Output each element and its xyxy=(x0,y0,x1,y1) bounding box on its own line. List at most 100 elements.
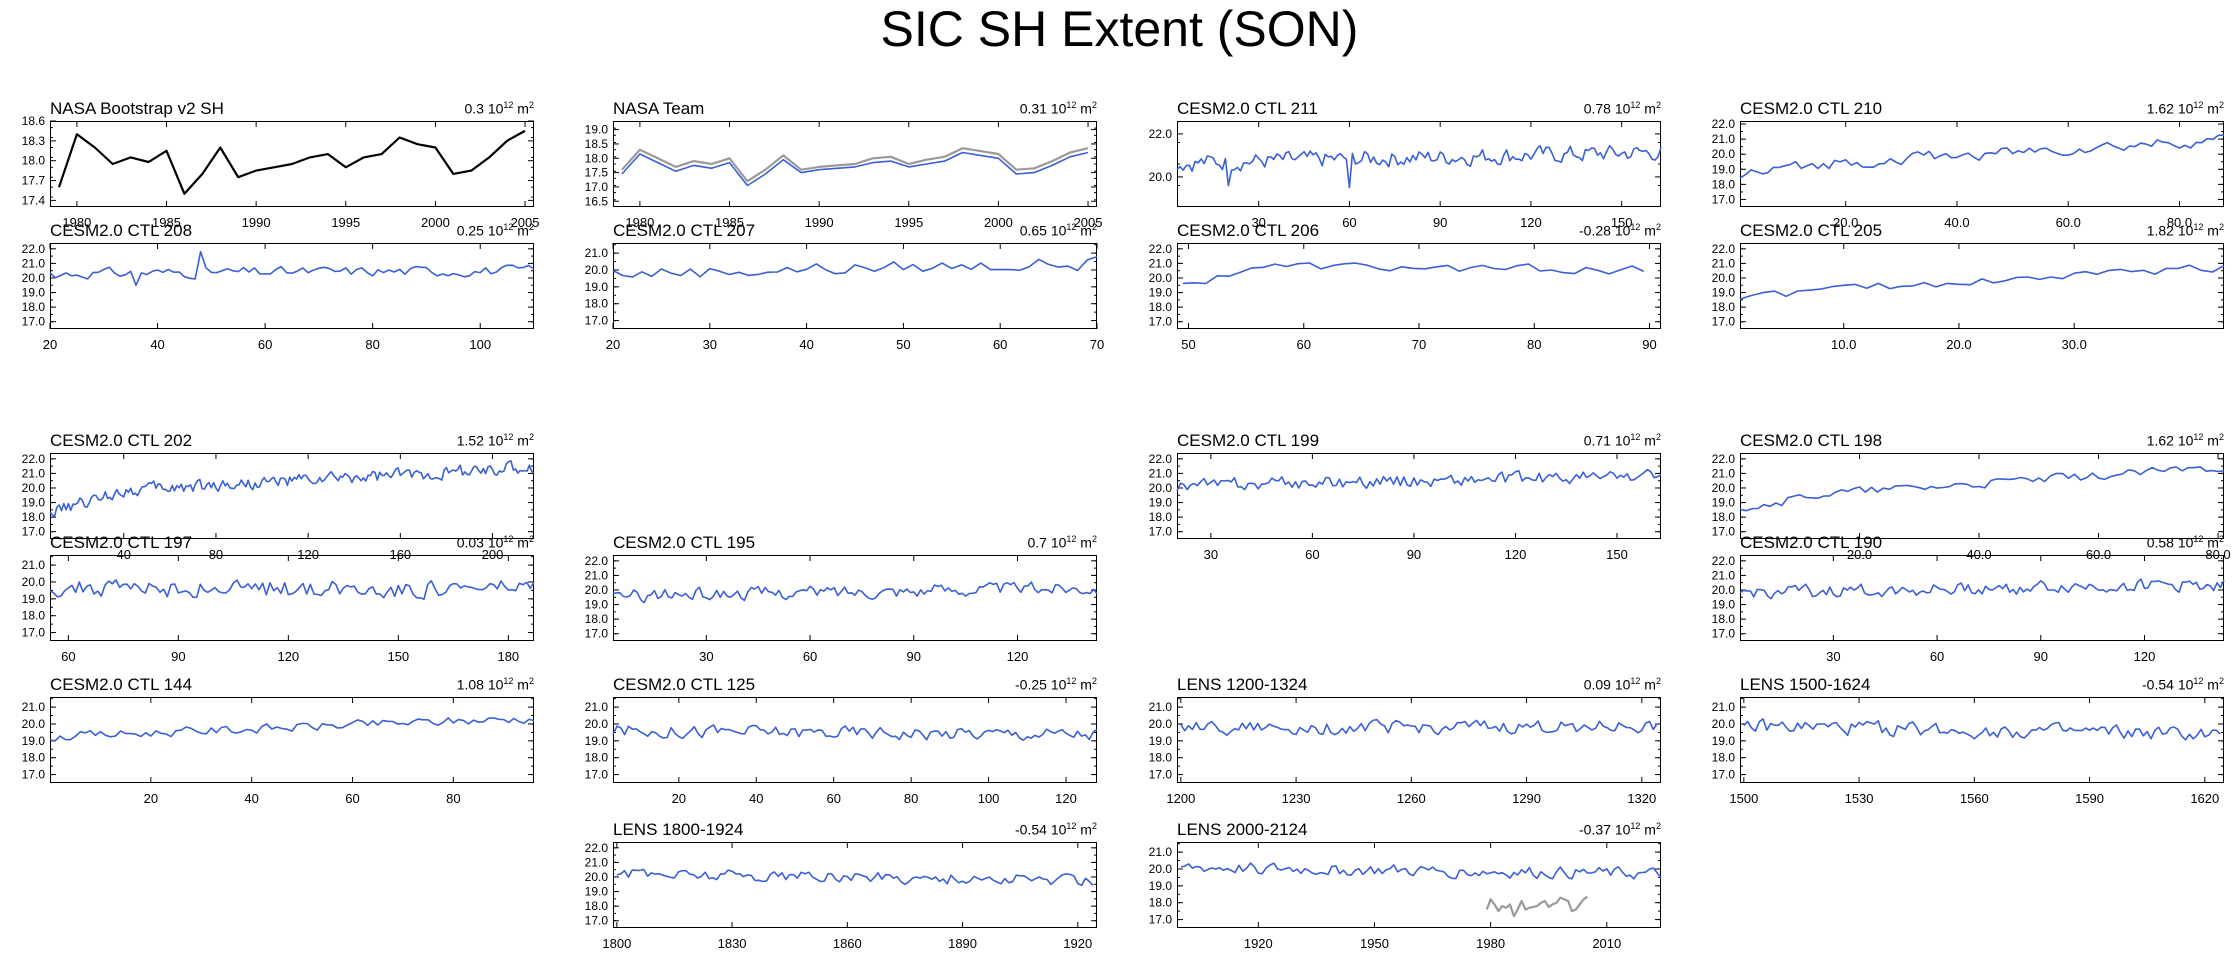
x-tick-label: 90 xyxy=(171,649,185,664)
x-tick-label: 60 xyxy=(1297,337,1311,352)
trend-unit: m xyxy=(1640,676,1656,693)
x-tick-label: 120 xyxy=(1007,649,1029,664)
plot-frame xyxy=(50,453,534,539)
panel-title: CESM2.0 CTL 208 xyxy=(50,221,193,240)
trend-value: 0.09 xyxy=(1583,676,1611,693)
trend-unit-power: 2 xyxy=(2218,222,2224,232)
chart-svg: 16.517.017.518.018.519.0 1980 1985 1990 1995… xyxy=(585,121,1102,230)
trend-unit: m xyxy=(513,222,529,239)
trend-value: 0.03 xyxy=(456,534,484,551)
x-tick-label: 1620 xyxy=(2190,791,2219,806)
series-line-model xyxy=(49,579,535,601)
y-tick-label: 18.0 xyxy=(22,510,46,524)
y-tick-label: 21.0 xyxy=(22,558,46,572)
y-tick-label: 17.0 xyxy=(585,627,609,641)
panel-title: CESM2.0 CTL 211 xyxy=(1177,99,1318,118)
trend-unit-base: 10 xyxy=(2173,100,2194,117)
panel-title: LENS 1800-1924 xyxy=(613,820,744,839)
trend-unit-exp: 12 xyxy=(1066,676,1077,686)
trend-unit-exp: 12 xyxy=(1066,534,1077,544)
y-tick-label: 21.0 xyxy=(1149,466,1173,480)
trend-value: -0.54 xyxy=(2142,676,2174,693)
chart-svg: 17.018.019.020.021.022.010.0 20.0 30.0 xyxy=(1712,242,2225,352)
trend-unit-exp: 12 xyxy=(503,534,514,544)
chart-svg: 17.4 17.7 18.0 18.3 18.6 1980 1985 1990 1995 2000… xyxy=(22,114,540,230)
y-tick-label: 19.0 xyxy=(1712,162,1736,176)
y-tick-label: 18.3 xyxy=(22,134,46,148)
x-tick-label: 1200 xyxy=(1166,791,1195,806)
x-tick-label: 1890 xyxy=(948,936,977,951)
panel-ctl-206: CESM2.0 CTL 206 -0.28 1012 m2 17.0 18.0 19.0… xyxy=(1149,221,1661,352)
panel-title: CESM2.0 CTL 190 xyxy=(1740,533,1883,552)
chart-svg: 17.0 18.0 19.0 20.0 21.0 1200 1230 1260 1290 1320 xyxy=(1149,697,1661,806)
y-tick-label: 20.0 xyxy=(1712,481,1736,495)
trend-unit: m xyxy=(2203,432,2219,449)
y-tick-label: 17.0 xyxy=(585,180,609,194)
x-tick-label: 80 xyxy=(446,791,460,806)
series-line-model xyxy=(1176,468,1662,492)
x-tick-label: 2010 xyxy=(1592,936,1621,951)
trend-label: 1.62 1012 m2 xyxy=(2147,100,2224,117)
x-tick-label: 40 xyxy=(150,337,164,352)
panel-lens-1500: LENS 1500-1624 -0.54 1012 m2 17.0 18.0 19.0 2… xyxy=(1712,675,2224,806)
x-tick-label: 20.0 xyxy=(1833,215,1858,230)
trend-unit-base: 10 xyxy=(1610,432,1631,449)
plot-frame xyxy=(50,555,534,641)
trend-unit-exp: 12 xyxy=(1630,432,1641,442)
trend-value: -0.28 xyxy=(1579,222,1611,239)
x-tick-label: 160 xyxy=(389,547,411,562)
trend-unit-power: 2 xyxy=(1091,821,1097,831)
x-tick-label: 90 xyxy=(1407,547,1421,562)
x-tick-label: 100 xyxy=(978,791,1000,806)
trend-unit-base: 10 xyxy=(1610,821,1631,838)
y-tick-label: 18.0 xyxy=(22,154,46,168)
y-tick-label: 17.0 xyxy=(22,315,46,329)
panel-lens-1200: LENS 1200-1324 0.09 1012 m2 17.0 18.0 19.0 20… xyxy=(1149,675,1661,806)
chart-svg: 17.018.019.020.021.022.0 30 60 90 120 xyxy=(585,554,1098,664)
y-tick-label: 22.0 xyxy=(1712,554,1736,568)
x-tick-label: 1995 xyxy=(894,215,923,230)
trend-unit-exp: 12 xyxy=(1066,100,1077,110)
trend-label: 0.25 1012 m2 xyxy=(457,222,534,239)
y-tick-label: 21.0 xyxy=(1149,256,1173,270)
series-line-model xyxy=(612,724,1098,742)
x-tick-label: 80 xyxy=(365,337,379,352)
y-tick-label: 22.0 xyxy=(1149,242,1173,256)
x-tick-label: 1990 xyxy=(805,215,834,230)
x-tick-label: 180 xyxy=(497,649,519,664)
panel-title: CESM2.0 CTL 199 xyxy=(1177,431,1320,450)
trend-unit: m xyxy=(1640,222,1656,239)
series-line-model xyxy=(1180,862,1662,880)
trend-unit-power: 2 xyxy=(528,100,534,110)
trend-unit: m xyxy=(2203,222,2219,239)
x-tick-label: 1860 xyxy=(833,936,862,951)
y-tick-label: 19.0 xyxy=(1149,286,1173,300)
series-line-model xyxy=(612,256,1098,278)
y-tick-label: 19.0 xyxy=(1712,286,1736,300)
trend-unit: m xyxy=(2203,100,2219,117)
trend-unit-power: 2 xyxy=(2218,676,2224,686)
plot-frame xyxy=(1177,697,1661,783)
x-tick-label: 60 xyxy=(1305,547,1319,562)
series-line-model xyxy=(621,151,1089,187)
panel-ctl-210: CESM2.0 CTL 210 1.62 1012 m2 17.0 18.0 19.0 2… xyxy=(1712,99,2225,230)
y-tick-label: 16.5 xyxy=(585,194,609,208)
y-tick-label: 21.0 xyxy=(585,568,609,582)
y-tick-label: 22.0 xyxy=(1712,117,1736,131)
x-tick-label: 60.0 xyxy=(2056,215,2081,230)
x-tick-label: 80.0 xyxy=(2167,215,2192,230)
panel-ctl-207: CESM2.0 CTL 207 0.65 1012 m2 17.0 18.0 19.0 2… xyxy=(585,221,1105,352)
y-tick-label: 20.0 xyxy=(22,271,46,285)
panel-title: CESM2.0 CTL 195 xyxy=(613,533,756,552)
trend-unit-base: 10 xyxy=(1046,821,1067,838)
plot-frame xyxy=(613,697,1097,783)
panel-ctl-190: CESM2.0 CTL 190 0.58 1012 m2 17.0 18.0 19.0 2… xyxy=(1712,533,2225,664)
x-tick-label: 1985 xyxy=(715,215,744,230)
trend-unit: m xyxy=(2203,534,2219,551)
y-tick-label: 20.0 xyxy=(1712,583,1736,597)
x-tick-label: 20 xyxy=(43,337,57,352)
x-tick-label: 60 xyxy=(993,337,1007,352)
y-tick-label: 20.0 xyxy=(1149,170,1173,184)
y-tick-label: 21.0 xyxy=(1712,466,1736,480)
trend-value: 0.31 xyxy=(1019,100,1047,117)
